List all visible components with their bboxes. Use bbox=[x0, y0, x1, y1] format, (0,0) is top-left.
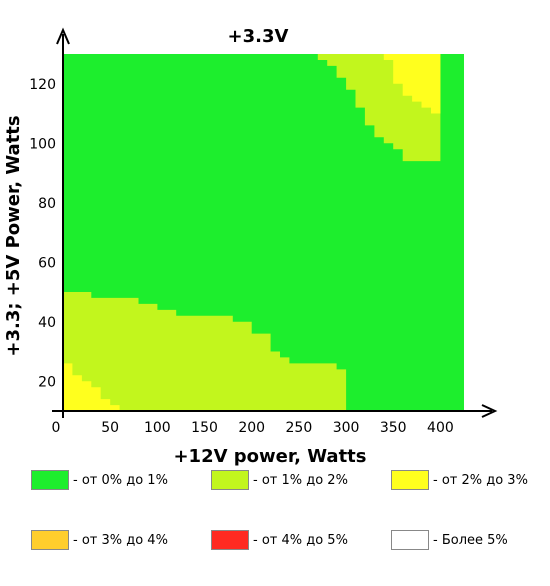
x-tick-label: 50 bbox=[101, 420, 119, 436]
chart-title: +3.3V bbox=[228, 26, 289, 47]
x-tick-label: 400 bbox=[427, 420, 454, 436]
heatmap-region-0 bbox=[63, 292, 347, 411]
x-tick-label: 350 bbox=[380, 420, 407, 436]
x-axis-arrow bbox=[481, 404, 498, 418]
y-axis-arrow bbox=[56, 27, 70, 45]
heatmap-region-1 bbox=[63, 363, 120, 411]
y-tick-label: 40 bbox=[38, 315, 56, 331]
x-tick-label: 300 bbox=[333, 420, 360, 436]
x-tick-label: 200 bbox=[238, 420, 265, 436]
heatmap-region-3 bbox=[383, 54, 441, 114]
y-tick-label: 80 bbox=[38, 196, 56, 212]
y-tick-label: 120 bbox=[29, 77, 56, 93]
x-tick-label: 150 bbox=[191, 420, 218, 436]
x-tick-label: 100 bbox=[144, 420, 171, 436]
x-axis-label: +12V power, Watts bbox=[173, 446, 366, 467]
y-tick-label: 100 bbox=[29, 136, 56, 152]
y-tick-label: 20 bbox=[38, 374, 56, 390]
x-tick-label: 0 bbox=[52, 420, 61, 436]
y-tick-label: 60 bbox=[38, 255, 56, 271]
y-axis-label: +3.3; +5V Power, Watts bbox=[3, 115, 24, 356]
x-tick-label: 250 bbox=[286, 420, 313, 436]
